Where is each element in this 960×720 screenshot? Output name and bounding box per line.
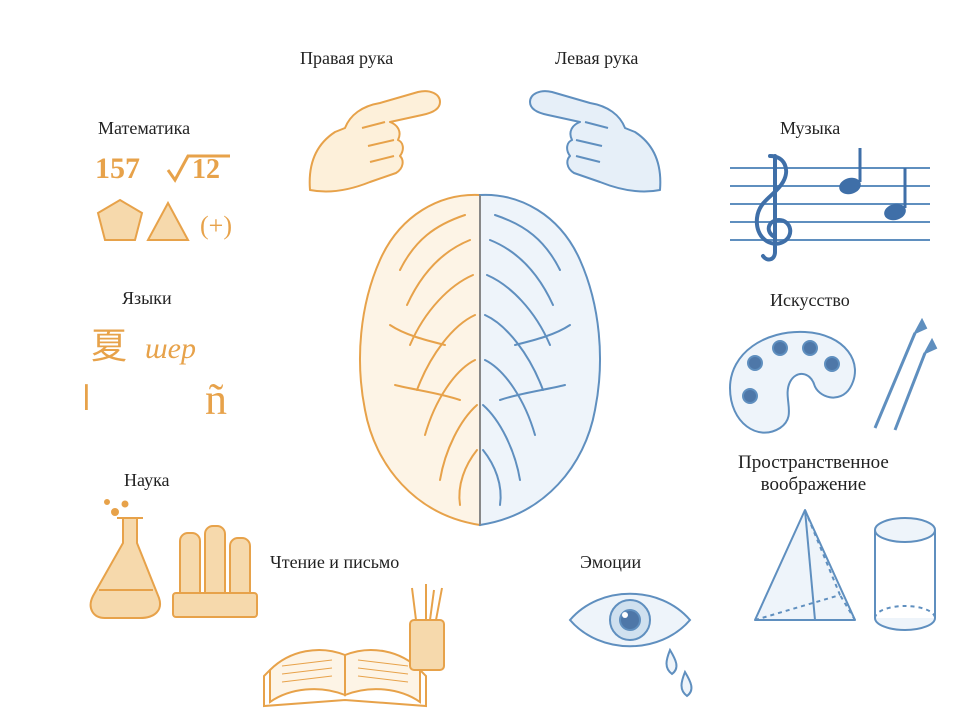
math-icon: 157 12 (+) bbox=[90, 148, 270, 268]
math-sqrt: 12 bbox=[192, 154, 220, 185]
music-icon bbox=[725, 148, 935, 268]
label-music: Музыка bbox=[780, 118, 840, 139]
languages-icon: 夏 шер الفتر ñ bbox=[85, 318, 285, 438]
reading-writing-icon bbox=[260, 580, 460, 710]
lang-glyph-3: الفتر bbox=[85, 381, 91, 419]
stage: Правая рука Левая рука Математика Музыка… bbox=[0, 0, 960, 720]
art-icon bbox=[710, 318, 940, 448]
label-emotions: Эмоции bbox=[580, 552, 641, 573]
label-left-hand: Левая рука bbox=[555, 48, 638, 69]
label-right-hand: Правая рука bbox=[300, 48, 393, 69]
math-number: 157 bbox=[95, 152, 140, 185]
right-hand-icon bbox=[290, 70, 450, 200]
lang-glyph-4: ñ bbox=[205, 375, 227, 424]
lang-glyph-2: шер bbox=[145, 332, 196, 365]
emotions-icon bbox=[560, 580, 720, 700]
label-art: Искусство bbox=[770, 290, 850, 311]
label-reading: Чтение и письмо bbox=[270, 552, 399, 573]
label-math: Математика bbox=[98, 118, 190, 139]
label-spatial: Пространственное воображение bbox=[738, 452, 889, 496]
spatial-icon bbox=[740, 500, 950, 640]
label-languages: Языки bbox=[122, 288, 172, 309]
brain-icon bbox=[345, 185, 615, 535]
science-icon bbox=[85, 498, 285, 628]
label-science: Наука bbox=[124, 470, 170, 491]
math-plus: (+) bbox=[200, 211, 232, 240]
lang-glyph-1: 夏 bbox=[91, 326, 127, 366]
left-hand-icon bbox=[520, 70, 680, 200]
